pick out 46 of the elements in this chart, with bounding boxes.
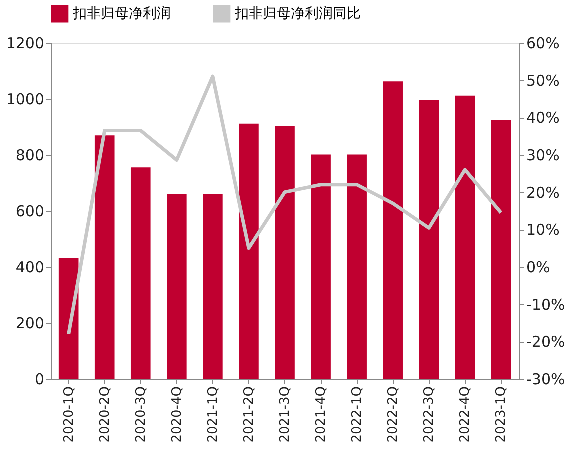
y-tick-label: 600 [16,202,44,220]
x-tick-label: 2021-2Q [242,386,257,443]
y-tick-label: 200 [16,314,44,332]
bar [203,194,223,379]
y2-tick-label: 60% [526,34,560,52]
bar [455,96,476,379]
y-tick-label: 400 [16,258,44,276]
x-tick-label: 2021-4Q [314,386,330,443]
x-tick-label: 2020-4Q [170,386,185,443]
y2-tick-label: 0% [526,258,550,276]
x-tick-label: 2020-3Q [134,386,149,443]
y2-tick-label: 50% [526,72,560,90]
line-series [67,74,503,336]
y2-tick-label: -20% [526,333,566,352]
bar [383,82,403,379]
x-tick-label: 2022-2Q [386,386,402,443]
x-tick-label: 2021-1Q [206,386,221,443]
x-tick-label: 2020-1Q [62,386,77,443]
x-tick-label: 2020-2Q [98,386,113,443]
y-tick-label: 800 [16,146,44,164]
bar [347,154,367,379]
y2-tick-label: -30% [526,370,566,388]
x-tick-label: 2022-4Q [458,386,474,443]
bar [130,168,151,379]
bar [167,194,187,379]
x-tick-label: 2021-3Q [278,386,293,443]
bar [94,136,115,379]
x-tick-label: 2023-1Q [494,386,510,443]
bar [239,124,259,379]
bar [58,258,79,379]
y2-tick-label: 10% [526,221,560,240]
y2-tick-label: 20% [526,184,560,202]
y2-tick-label: 30% [526,146,560,164]
legend-label: 扣非归母净利润 [72,6,171,22]
y2-tick-label: 40% [526,109,560,128]
x-tick-label: 2022-1Q [350,386,366,443]
bar [491,120,512,379]
y-tick-label: 0 [34,370,44,388]
y2-tick-label: -10% [526,296,566,314]
y-tick-label: 1000 [6,90,44,108]
bar [275,126,295,379]
bar [311,154,331,379]
legend-label: 扣非归母净利润同比 [234,6,361,22]
bar [419,100,440,379]
x-tick-label: 2022-3Q [422,386,438,443]
y-tick-label: 1200 [6,34,44,52]
